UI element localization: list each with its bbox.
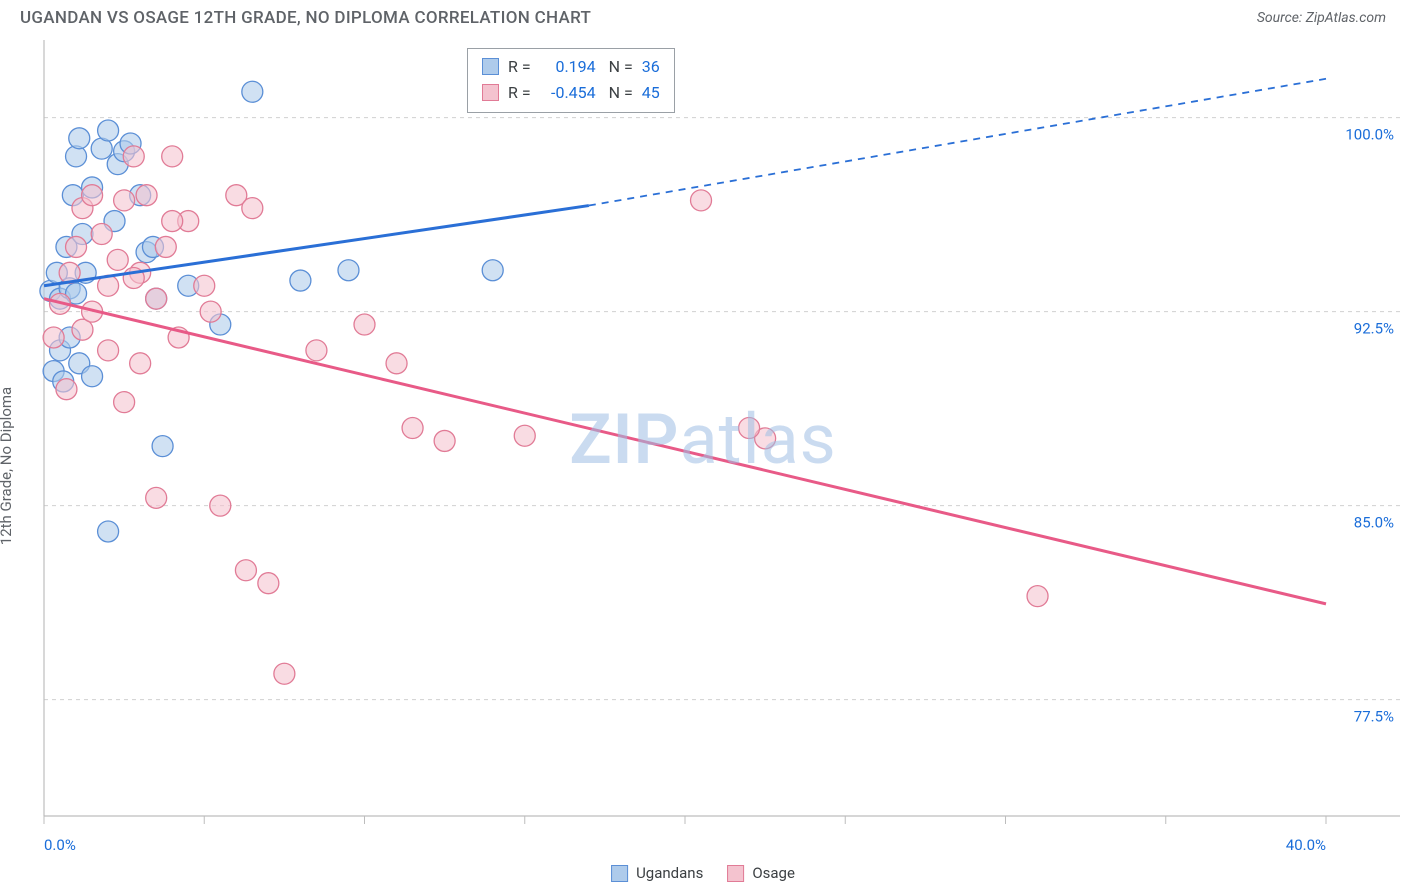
legend-item: Osage: [727, 864, 795, 882]
svg-text:40.0%: 40.0%: [1286, 836, 1326, 854]
stats-n-label: N =: [605, 54, 633, 80]
svg-text:92.5%: 92.5%: [1354, 320, 1394, 338]
stats-r-value: 0.194: [540, 54, 596, 80]
stats-n-label: N =: [605, 80, 633, 106]
correlation-stats-box: R = 0.194 N = 36 R = -0.454 N = 45: [467, 48, 675, 113]
stats-row: R = -0.454 N = 45: [482, 80, 660, 106]
svg-text:100.0%: 100.0%: [1345, 126, 1394, 144]
legend-label: Ugandans: [636, 864, 703, 882]
legend-swatch: [611, 865, 628, 882]
legend-label: Osage: [752, 864, 795, 882]
svg-text:77.5%: 77.5%: [1354, 708, 1394, 726]
stats-n-value: 45: [642, 80, 660, 106]
y-axis-label: 12th Grade, No Diploma: [0, 387, 15, 545]
legend-swatch: [727, 865, 744, 882]
svg-text:85.0%: 85.0%: [1354, 514, 1394, 532]
scatter-plot: 77.5% 85.0% 92.5% 100.0% 0.0% 40.0%: [0, 32, 1406, 882]
stats-row: R = 0.194 N = 36: [482, 54, 660, 80]
chart-header: UGANDAN VS OSAGE 12TH GRADE, NO DIPLOMA …: [0, 0, 1406, 32]
stats-n-value: 36: [642, 54, 660, 80]
chart-title: UGANDAN VS OSAGE 12TH GRADE, NO DIPLOMA …: [20, 8, 591, 28]
stats-swatch: [482, 58, 499, 75]
legend-bottom: Ugandans Osage: [611, 864, 795, 882]
chart-area: 12th Grade, No Diploma 77.5% 85.0% 92.5% 10…: [0, 32, 1406, 882]
stats-r-label: R =: [508, 80, 531, 106]
chart-source: Source: ZipAtlas.com: [1257, 10, 1386, 26]
svg-text:0.0%: 0.0%: [44, 836, 76, 854]
stats-r-value: -0.454: [540, 80, 596, 106]
legend-item: Ugandans: [611, 864, 703, 882]
stats-swatch: [482, 84, 499, 101]
stats-r-label: R =: [508, 54, 531, 80]
